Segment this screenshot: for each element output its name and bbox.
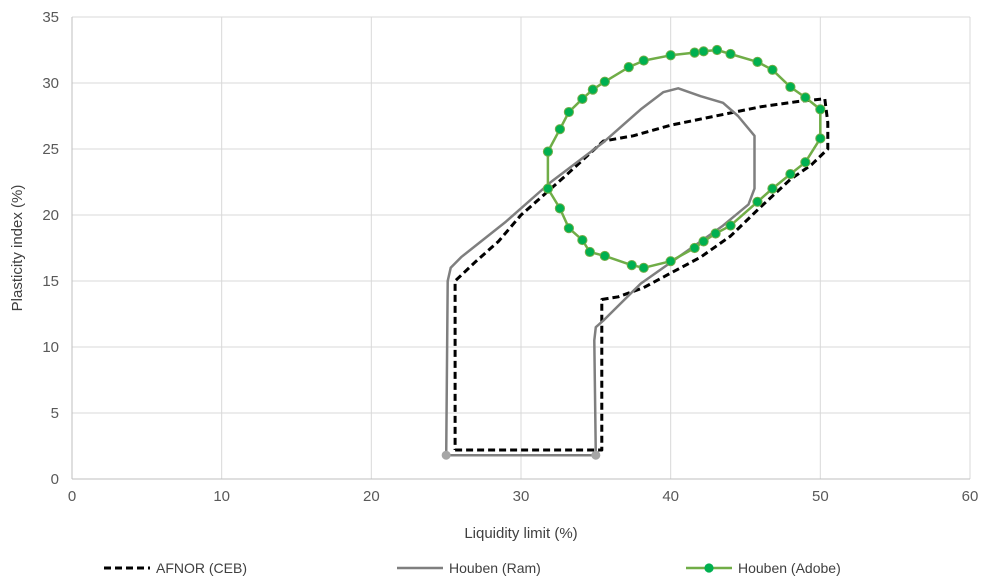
- x-tick-label: 20: [363, 488, 380, 505]
- y-tick-label: 30: [42, 75, 59, 92]
- data-point: [800, 92, 811, 103]
- y-tick-label: 0: [51, 471, 59, 488]
- legend-label-0: AFNOR (CEB): [156, 560, 247, 576]
- series-endpoint-marker: [441, 450, 451, 460]
- data-point: [725, 48, 736, 60]
- data-point: [815, 133, 826, 144]
- data-point: [563, 223, 574, 234]
- x-axis-title: Liquidity limit (%): [464, 525, 577, 542]
- data-point: [698, 46, 709, 57]
- data-point: [554, 203, 566, 214]
- y-tick-label: 35: [42, 9, 59, 26]
- data-point: [665, 256, 676, 267]
- legend: AFNOR (CEB) Houben (Ram) Houben (Adobe): [104, 560, 841, 576]
- y-tick-label: 20: [42, 207, 59, 224]
- y-tick-label: 10: [42, 339, 59, 356]
- legend-marker-2: [704, 563, 714, 573]
- data-point: [542, 183, 554, 194]
- data-point: [689, 47, 700, 58]
- data-point: [638, 262, 649, 273]
- data-point: [800, 157, 811, 168]
- data-point: [554, 124, 566, 135]
- data-point: [785, 81, 796, 93]
- data-point: [767, 64, 778, 75]
- data-point: [752, 196, 763, 207]
- data-point: [815, 104, 826, 115]
- y-tick-label: 25: [42, 141, 59, 158]
- y-tick-label: 5: [51, 405, 59, 422]
- data-point: [767, 183, 778, 194]
- data-point: [698, 236, 709, 247]
- data-point: [577, 234, 588, 246]
- series-line-1: [444, 87, 756, 457]
- data-point: [542, 146, 554, 157]
- data-point: [710, 228, 721, 239]
- x-tick-label: 60: [962, 488, 979, 505]
- data-point: [626, 260, 637, 271]
- gridlines: [72, 16, 971, 479]
- y-axis-title: Plasticity index (%): [9, 185, 26, 312]
- data-point: [689, 242, 700, 254]
- data-point: [577, 93, 588, 104]
- x-tick-label: 10: [213, 488, 230, 505]
- data-point: [711, 44, 723, 56]
- data-point: [752, 56, 763, 67]
- data-point: [599, 250, 610, 262]
- axes: [71, 17, 970, 480]
- data-point: [785, 168, 796, 180]
- tick-labels: 0 10 20 30 40 50 60 0 5 10 15 20 25 30 35: [42, 9, 978, 505]
- x-tick-label: 40: [662, 488, 679, 505]
- legend-label-1: Houben (Ram): [449, 560, 541, 576]
- data-point: [599, 76, 610, 87]
- y-tick-label: 15: [42, 273, 59, 290]
- series-endpoint-marker: [591, 450, 601, 460]
- x-tick-label: 50: [812, 488, 829, 505]
- x-tick-label: 0: [68, 488, 76, 505]
- data-point: [584, 246, 595, 258]
- legend-label-2: Houben (Adobe): [738, 560, 841, 576]
- series-layer: [441, 44, 830, 460]
- data-point: [587, 84, 598, 95]
- series-line-0: [453, 97, 830, 452]
- data-point: [623, 62, 634, 73]
- data-point: [725, 220, 736, 231]
- data-point: [638, 55, 649, 66]
- data-point: [665, 50, 676, 61]
- x-tick-label: 30: [513, 488, 530, 505]
- data-point: [563, 106, 574, 118]
